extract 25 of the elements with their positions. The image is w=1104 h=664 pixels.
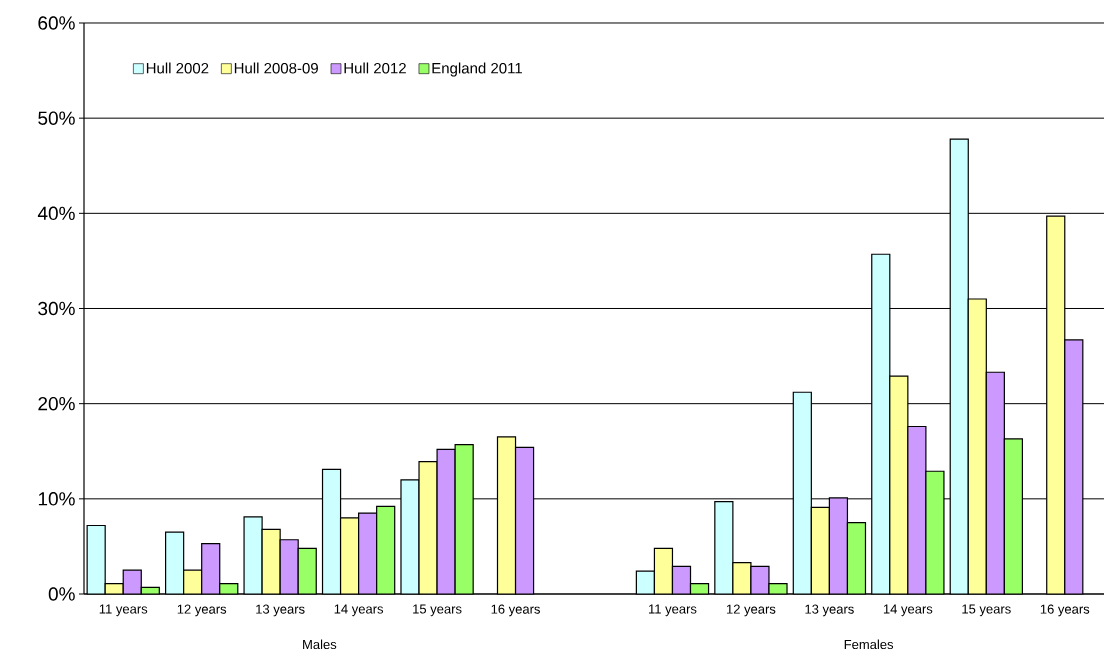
y-tick-label: 10%	[38, 492, 75, 506]
y-tick-label: 50%	[38, 111, 75, 125]
x-tick-label: 13 years	[805, 604, 854, 617]
x-tick-label: 12 years	[177, 604, 227, 617]
y-tick-label: 40%	[37, 206, 75, 221]
legend-label: Hull 2012	[344, 62, 406, 74]
legend-label: Hull 2002	[146, 62, 209, 74]
x-tick-label: 16 years	[1040, 604, 1090, 617]
text: Females	[844, 639, 894, 650]
y-tick-label: 20%	[38, 396, 75, 411]
legend-label: England 2011	[432, 62, 522, 77]
y-tick-label: 0%	[48, 587, 75, 601]
x-tick-label: 15 years	[413, 604, 462, 617]
x-tick-label: 12 years	[726, 604, 776, 617]
text: Males	[303, 639, 337, 650]
x-tick-label: 11 years	[99, 604, 148, 617]
x-tick-label: 14 years	[883, 604, 933, 617]
x-tick-label: 15 years	[962, 604, 1011, 617]
y-tick-label: 60%	[38, 16, 75, 30]
legend-label: Hull 2008-09	[234, 62, 318, 74]
x-tick-label: 11 years	[649, 604, 697, 617]
y-tick-label: 30%	[38, 301, 75, 316]
x-tick-label: 16 years	[491, 604, 540, 617]
x-tick-label: 13 years	[256, 604, 305, 617]
x-tick-label: 14 years	[334, 604, 384, 617]
